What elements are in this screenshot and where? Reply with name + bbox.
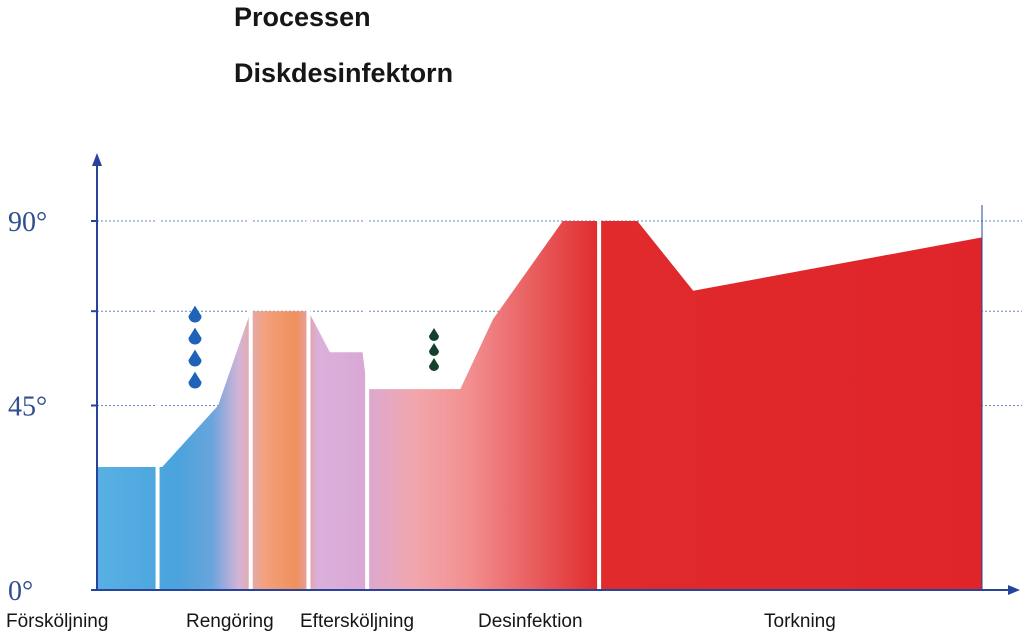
water-drop-icon [429, 343, 439, 356]
chart-subtitle: Diskdesinfektorn [234, 58, 454, 88]
phase-label: Torkning [764, 611, 836, 632]
y-axis-arrow [92, 153, 102, 166]
y-tick-labels: 0° 45° 90° [8, 207, 47, 607]
water-drop-icon [188, 349, 202, 367]
water-drops [188, 305, 439, 389]
chart-title: Processen [234, 2, 371, 32]
phase-label: Försköljning [6, 611, 108, 632]
x-axis-arrow [1008, 585, 1020, 595]
phase-dividers [155, 130, 602, 590]
axes [91, 153, 1020, 595]
temperature-area [97, 221, 982, 590]
y-tick-label: 45° [8, 392, 47, 423]
phase-label: Eftersköljning [300, 611, 414, 632]
water-drop-icon [429, 358, 439, 371]
water-drop-icon [188, 371, 202, 389]
water-drop-icon [188, 305, 202, 323]
water-drop-icon [188, 327, 202, 345]
phase-label: Rengöring [186, 611, 274, 632]
y-tick-label: 0° [8, 576, 33, 607]
phase-labels: Försköljning Rengöring Eftersköljning Desin… [6, 611, 836, 632]
water-drop-icon [429, 328, 439, 341]
y-tick-label: 90° [8, 207, 47, 238]
phase-label: Desinfektion [478, 611, 583, 632]
temperature-area-fill [97, 221, 982, 590]
